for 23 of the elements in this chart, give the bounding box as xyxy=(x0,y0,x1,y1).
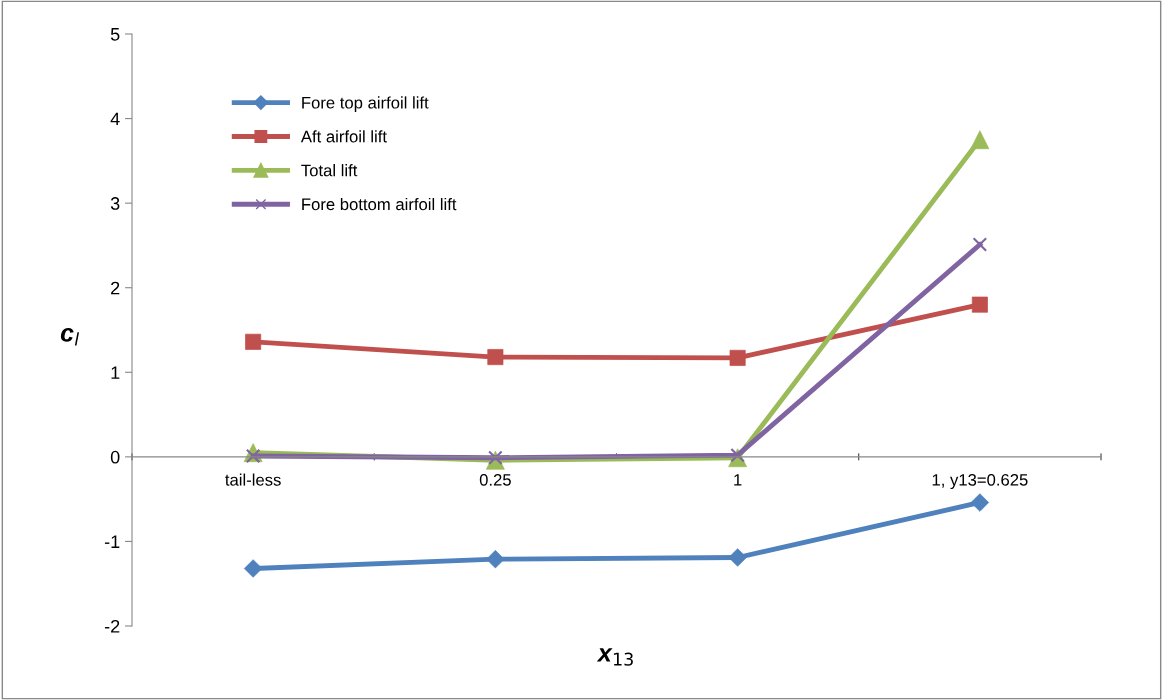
point xyxy=(972,237,988,252)
x-tick-label: tail-less xyxy=(225,473,281,486)
y-axis-title: c$_{l}$ xyxy=(60,327,80,346)
y-tick-label: 5 xyxy=(110,28,120,41)
y-tick-label: -2 xyxy=(104,619,120,633)
y-tick-label: 2 xyxy=(111,281,120,295)
point xyxy=(245,448,261,464)
point xyxy=(487,349,504,366)
legend-label: Total lift xyxy=(301,164,358,177)
y-tick-label: 1 xyxy=(111,366,120,379)
x-tick-label: 0.25 xyxy=(479,473,511,486)
x-tick-label: 1 xyxy=(734,474,742,486)
y-tick-label: 4 xyxy=(110,112,120,126)
legend-label: Fore top airfoil lift xyxy=(302,96,429,112)
legend-label: Fore bottom airfoil lift xyxy=(302,197,457,211)
y-tick-label: -1 xyxy=(104,535,120,548)
point xyxy=(730,447,745,463)
y-tick-label: 3 xyxy=(110,197,120,210)
x-tick-label: 1, y13=0.625 xyxy=(932,473,1028,490)
point xyxy=(970,130,990,150)
x-axis-title: x$_{13}$ xyxy=(596,648,633,666)
y-tick-label: 0 xyxy=(110,450,120,464)
legend-label: Aft airfoil lift xyxy=(300,130,387,143)
